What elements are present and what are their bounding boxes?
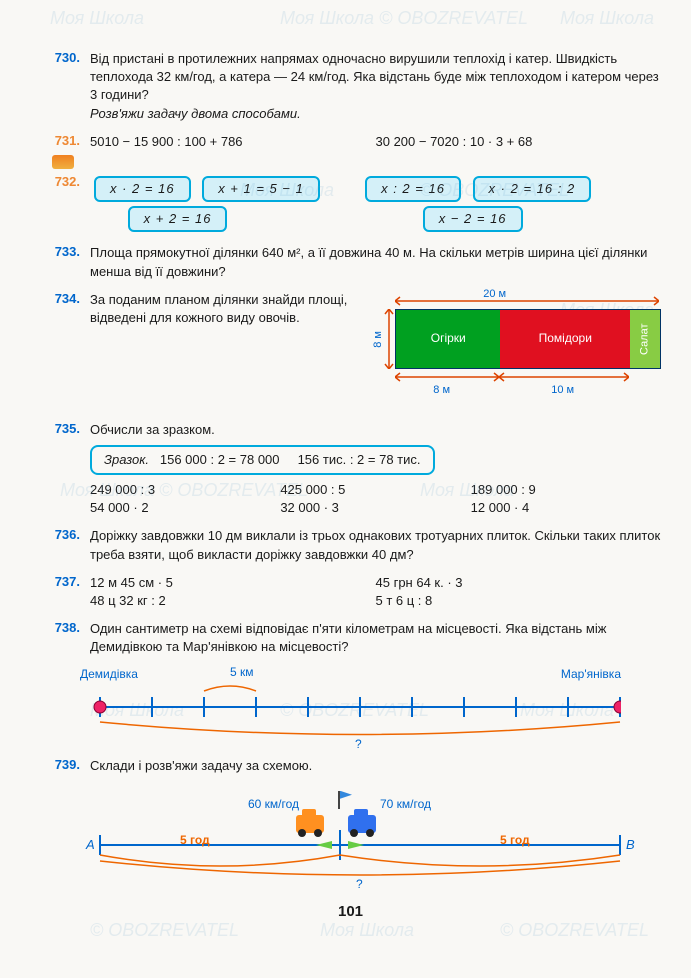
task-text-734: За поданим планом ділянки знайди площі, … xyxy=(90,291,373,411)
row-735-0: 249 000 : 3 425 000 : 5 189 000 : 9 xyxy=(90,481,661,499)
task-body-731: 5010 − 15 900 : 100 + 786 30 200 − 7020 … xyxy=(90,133,661,151)
point-A: A xyxy=(86,837,95,852)
l-time: 5 год xyxy=(180,833,210,847)
c-735-0-1: 425 000 : 5 xyxy=(280,481,470,499)
eq-732-0: x · 2 = 16 xyxy=(94,176,191,202)
task-num-736: 736. xyxy=(40,527,90,542)
task-text-739: Склади і розв'яжи задачу за схемою. xyxy=(90,757,661,775)
eq-732-2: x : 2 = 16 xyxy=(365,176,461,202)
sample-a: 156 000 : 2 = 78 000 xyxy=(160,452,280,467)
e737d: 5 т 6 ц : 8 xyxy=(376,592,662,610)
task-num-735: 735. xyxy=(40,421,90,436)
scheme-svg xyxy=(80,785,621,895)
eq-732-1: x + 1 = 5 − 1 xyxy=(202,176,320,202)
task-text-738: Один сантиметр на схемі відповідає п'яти… xyxy=(90,620,661,656)
r-speed: 70 км/год xyxy=(380,797,431,811)
task-body-730: Від пристані в протилежних напрямах одно… xyxy=(90,50,661,123)
c-735-1-1: 32 000 · 3 xyxy=(280,499,470,517)
task-733: 733. Площа прямокутної ділянки 640 м², а… xyxy=(40,244,661,280)
plot-salad: Салат xyxy=(630,310,660,368)
task-num-734: 734. xyxy=(40,291,90,306)
c-735-0-2: 189 000 : 9 xyxy=(471,481,661,499)
numberline-svg xyxy=(80,667,621,757)
eq-732-3: x · 2 = 16 : 2 xyxy=(473,176,592,202)
task-732: 732. x · 2 = 16 x + 1 = 5 − 1 x : 2 = 16… xyxy=(40,174,661,234)
expr-731a: 5010 − 15 900 : 100 + 786 xyxy=(90,133,376,151)
task-text-736: Доріжку завдовжки 10 дм виклали із трьох… xyxy=(90,527,661,563)
page-number: 101 xyxy=(40,903,661,920)
flag-icon xyxy=(338,791,340,809)
e737c: 48 ц 32 кг : 2 xyxy=(90,592,376,610)
task-731: 731. 5010 − 15 900 : 100 + 786 30 200 − … xyxy=(40,133,661,151)
task-num-737: 737. xyxy=(40,574,90,589)
q-739: ? xyxy=(356,877,363,891)
plot-tomatoes: Помідори xyxy=(500,310,630,368)
eq-732-4: x + 2 = 16 xyxy=(128,206,228,232)
arrow-left xyxy=(383,309,395,369)
task-739: 739. Склади і розв'яжи задачу за схемою. xyxy=(40,757,661,775)
numberline-738: Демидівка Мар'янівка 5 км ? xyxy=(80,667,621,757)
task-num-731: 731. xyxy=(40,133,90,148)
sample-label: Зразок. xyxy=(104,452,149,467)
sample-box-735: Зразок. 156 000 : 2 = 78 000 156 тис. : … xyxy=(90,445,435,475)
task-735: 735. Обчисли за зразком. Зразок. 156 000… xyxy=(40,421,661,518)
dim-tomw: 10 м xyxy=(551,383,574,398)
task-body-734: За поданим планом ділянки знайди площі, … xyxy=(90,291,661,411)
task-num-730: 730. xyxy=(40,50,90,65)
arrow-tom xyxy=(499,371,629,383)
task-730: 730. Від пристані в протилежних напрямах… xyxy=(40,50,661,123)
dim-cucw: 8 м xyxy=(433,383,450,398)
r-time: 5 год xyxy=(500,833,530,847)
plot-diagram: 20 м 8 м Огірки Помідори Салат 8 м 10 м xyxy=(373,291,661,411)
arrow-top xyxy=(395,295,659,307)
task-text-730: Від пристані в протилежних напрямах одно… xyxy=(90,51,659,102)
car-left xyxy=(296,815,324,833)
task-736: 736. Доріжку завдовжки 10 дм виклали із … xyxy=(40,527,661,563)
task-text-733: Площа прямокутної ділянки 640 м², а її д… xyxy=(90,244,661,280)
l-speed: 60 км/год xyxy=(248,797,299,811)
sample-b: 156 тис. : 2 = 78 тис. xyxy=(298,452,421,467)
home-icon xyxy=(52,153,661,170)
task-737: 737. 12 м 45 см · 5 45 грн 64 к. · 3 48 … xyxy=(40,574,661,610)
task-num-733: 733. xyxy=(40,244,90,259)
scheme-739: 60 км/год 70 км/год 5 год 5 год A B ? xyxy=(80,785,621,895)
task-num-732: 732. xyxy=(40,174,90,189)
plot-cucumbers: Огірки xyxy=(396,310,500,368)
task-body-735: Обчисли за зразком. Зразок. 156 000 : 2 … xyxy=(90,421,661,518)
task-738: 738. Один сантиметр на схемі відповідає … xyxy=(40,620,661,656)
task-body-732: x · 2 = 16 x + 1 = 5 − 1 x : 2 = 16 x · … xyxy=(90,174,661,234)
c-735-1-2: 12 000 · 4 xyxy=(471,499,661,517)
task-hint-730: Розв'яжи задачу двома способами. xyxy=(90,106,301,121)
arrow-cuc xyxy=(395,371,499,383)
task-title-735: Обчисли за зразком. xyxy=(90,421,661,439)
row-735-1: 54 000 · 2 32 000 · 3 12 000 · 4 xyxy=(90,499,661,517)
car-right xyxy=(348,815,376,833)
task-734: 734. За поданим планом ділянки знайди пл… xyxy=(40,291,661,411)
e737a: 12 м 45 см · 5 xyxy=(90,574,376,592)
task-num-738: 738. xyxy=(40,620,90,635)
e737b: 45 грн 64 к. · 3 xyxy=(376,574,662,592)
eq-732-5: x − 2 = 16 xyxy=(423,206,523,232)
task-num-739: 739. xyxy=(40,757,90,772)
task-body-737: 12 м 45 см · 5 45 грн 64 к. · 3 48 ц 32 … xyxy=(90,574,661,610)
c-735-1-0: 54 000 · 2 xyxy=(90,499,280,517)
q-738: ? xyxy=(355,737,362,751)
expr-731b: 30 200 − 7020 : 10 · 3 + 68 xyxy=(376,133,662,151)
point-B: B xyxy=(626,837,635,852)
c-735-0-0: 249 000 : 3 xyxy=(90,481,280,499)
